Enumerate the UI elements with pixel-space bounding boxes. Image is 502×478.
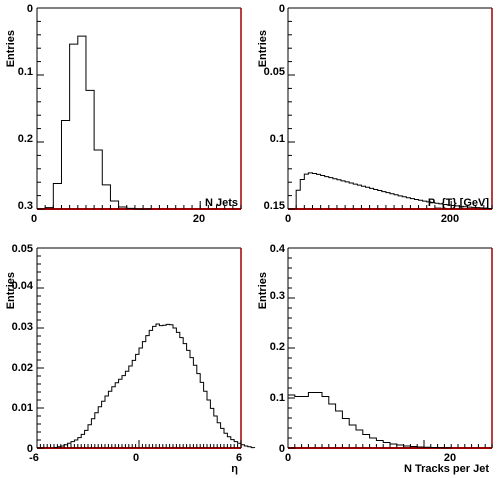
x-tick-label: 20	[193, 213, 205, 225]
y-tick-label: 0.02	[12, 362, 33, 374]
x-tick-label: 20	[444, 452, 456, 464]
x-tick-label: 0	[133, 452, 139, 464]
y-axis-title: Entries	[5, 30, 17, 67]
x-axis-title: P_{T} [GeV]	[428, 197, 489, 209]
y-tick-label: 0.01	[12, 402, 33, 414]
y-tick-label: 0.3	[18, 200, 33, 212]
x-axis-title: η	[231, 463, 238, 475]
x-tick-label: 0	[285, 452, 291, 464]
y-tick-label: 0.03	[12, 321, 33, 333]
histogram-series	[295, 172, 493, 209]
y-tick-label: 0.04	[12, 280, 34, 292]
x-axis-title: N Tracks per Jet	[404, 463, 489, 475]
y-tick-label: 0.05	[264, 66, 285, 78]
x-axis-title: N Jets	[205, 197, 238, 209]
y-tick-label: 0	[27, 3, 33, 15]
y-axis-title: Entries	[5, 272, 17, 309]
y-tick-label: 0.15	[264, 200, 285, 212]
histogram-series	[53, 323, 256, 449]
histogram-series	[44, 35, 152, 210]
y-tick-label: 0.1	[270, 133, 285, 145]
y-tick-label: 0.1	[18, 66, 33, 78]
y-tick-label: 0.3	[270, 290, 285, 302]
y-tick-label: 0.4	[270, 243, 286, 255]
y-tick-label: 0.05	[12, 243, 33, 255]
y-axis-title: Entries	[257, 30, 269, 67]
x-tick-label: 6	[236, 452, 242, 464]
x-tick-label: 0	[285, 213, 291, 225]
y-tick-label: 0	[27, 443, 33, 455]
y-tick-label: 0	[279, 3, 285, 15]
x-tick-label: 0	[31, 213, 37, 225]
y-tick-label: 0.1	[270, 392, 285, 404]
x-tick-label: -6	[29, 452, 39, 464]
y-axis-title: Entries	[257, 272, 269, 309]
x-tick-label: 200	[441, 213, 459, 225]
y-tick-label: 0	[279, 443, 285, 455]
y-tick-label: 0.2	[270, 341, 285, 353]
y-tick-label: 0.2	[18, 133, 33, 145]
histogram-series	[287, 392, 452, 449]
